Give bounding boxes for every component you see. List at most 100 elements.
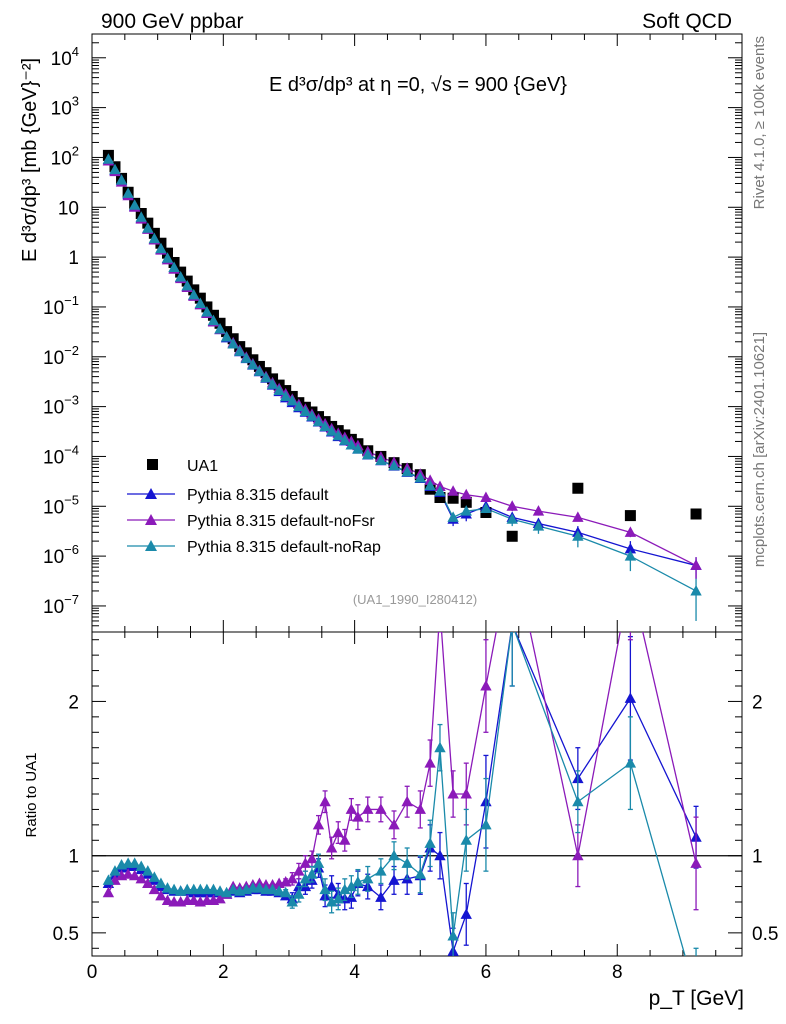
main-point-norap <box>352 443 364 454</box>
ratio-point-nofsr <box>362 803 374 814</box>
main-point-norap <box>293 400 305 412</box>
main-point-norap <box>247 358 259 370</box>
ratio-point-nofsr <box>161 894 174 905</box>
x-tick-label: 8 <box>612 962 623 983</box>
legend-entry-norap: Pythia 8.315 default-noRap <box>127 539 381 556</box>
ratio-point-nofsr <box>148 883 161 895</box>
ratio-point-nofsr <box>332 826 344 838</box>
ratio-point-nofsr <box>306 852 318 864</box>
ratio-point-norap <box>135 860 147 872</box>
main-point-norap <box>388 459 400 471</box>
main-point-norap <box>148 232 161 244</box>
ratio-point-norap <box>279 886 292 898</box>
analysis-tag: (UA1_1990_I280412) <box>353 592 477 607</box>
ratio-point-norap <box>424 837 436 848</box>
main-point-norap <box>240 352 252 363</box>
main-y-tick-mantissa: 10 <box>43 597 64 618</box>
main-y-tick-exponent: −6 <box>64 542 79 557</box>
ratio-point-nofsr <box>572 849 584 861</box>
main-point-norap <box>201 306 213 317</box>
ratio-point-nofsr <box>352 811 364 822</box>
main-plot-title: E d³σ/dp³ at η =0, √s = 900 {GeV} <box>269 74 567 96</box>
x-axis-label: p_T [GeV] <box>649 987 744 1010</box>
ratio-point-nofsr <box>279 875 292 887</box>
main-point-norap <box>286 394 298 406</box>
ratio-point-default <box>375 891 387 902</box>
ratio-point-default <box>434 849 446 861</box>
ratio-point-norap <box>293 888 305 899</box>
x-tick-label: 4 <box>349 962 360 983</box>
ratio-point-norap <box>507 618 518 629</box>
main-point-norap <box>572 530 584 541</box>
main-point-norap <box>414 471 426 483</box>
main-point-norap <box>115 174 128 185</box>
ratio-point-norap <box>253 882 266 893</box>
x-tick-label: 6 <box>481 962 492 983</box>
ratio-point-nofsr <box>625 572 636 583</box>
legend-marker-norap <box>145 540 157 551</box>
legend-entry-nofsr: Pythia 8.315 default-noFsr <box>127 513 375 530</box>
ratio-point-nofsr <box>388 818 400 830</box>
main-y-tick-label: 10−7 <box>43 592 79 618</box>
ratio-point-norap <box>362 872 374 884</box>
main-point-norap <box>135 211 147 222</box>
ratio-point-norap <box>266 883 279 895</box>
ratio-y-tick-label-right: 0.5 <box>752 924 778 945</box>
main-y-tick-exponent: −4 <box>64 442 79 457</box>
main-y-tick-exponent: 3 <box>72 94 79 109</box>
ratio-point-nofsr <box>286 872 298 884</box>
ratio-point-nofsr <box>319 795 331 807</box>
main-y-tick-exponent: 4 <box>72 44 79 59</box>
main-point-ua1 <box>506 530 518 542</box>
ratio-point-norap <box>109 865 121 876</box>
main-point-norap <box>312 415 325 427</box>
main-point-norap <box>207 314 220 326</box>
legend-entry-ua1: UA1 <box>147 458 218 475</box>
main-y-tick-mantissa: 10 <box>43 298 64 319</box>
ratio-point-norap <box>155 877 167 888</box>
main-y-tick-mantissa: 10 <box>51 148 72 169</box>
main-point-norap <box>401 465 413 477</box>
ratio-point-norap <box>624 757 637 768</box>
ratio-point-nofsr <box>122 868 134 879</box>
ratio-point-nofsr <box>155 889 167 901</box>
ratio-point-nofsr <box>325 842 338 853</box>
ratio-point-norap <box>388 849 400 861</box>
x-tick-label: 2 <box>218 962 229 983</box>
ratio-point-nofsr <box>424 757 436 768</box>
main-y-tick-label: 10−4 <box>43 442 79 468</box>
legend-entry-default: Pythia 8.315 default <box>127 487 329 504</box>
ratio-point-nofsr <box>375 803 387 814</box>
ratio-point-norap <box>161 882 174 893</box>
main-y-tick-label: 10−1 <box>43 293 79 319</box>
ratio-point-nofsr <box>299 857 312 868</box>
main-point-norap <box>332 429 344 441</box>
main-point-norap <box>194 297 207 309</box>
main-y-axis-label: E d³σ/dp³ [mb {GeV}⁻²] <box>19 58 41 262</box>
ratio-point-norap <box>286 896 298 907</box>
ratio-point-nofsr <box>312 818 325 830</box>
main-point-norap <box>227 338 239 349</box>
main-point-norap <box>319 420 331 431</box>
main-y-tick-mantissa: 10 <box>43 398 64 419</box>
main-point-norap <box>253 365 266 376</box>
ratio-point-nofsr <box>414 803 426 814</box>
ratio-point-norap <box>447 929 459 941</box>
ratio-point-nofsr <box>447 788 459 799</box>
header-right: Soft QCD <box>642 10 732 33</box>
ratio-point-nofsr <box>345 803 358 814</box>
main-point-norap <box>279 390 292 401</box>
main-point-ua1 <box>690 508 702 520</box>
main-point-norap <box>234 345 246 356</box>
main-point-norap <box>260 371 272 383</box>
ratio-point-default <box>507 618 518 629</box>
main-point-ua1 <box>624 510 636 522</box>
ratio-point-norap <box>306 868 318 879</box>
ratio-point-norap <box>480 818 492 830</box>
main-point-norap <box>266 378 279 389</box>
ratio-y-tick-label: 1 <box>68 847 79 868</box>
main-point-norap <box>273 384 285 396</box>
main-y-tick-label: 104 <box>51 44 79 70</box>
main-y-tick-mantissa: 10 <box>58 198 79 219</box>
main-point-norap <box>460 505 472 516</box>
